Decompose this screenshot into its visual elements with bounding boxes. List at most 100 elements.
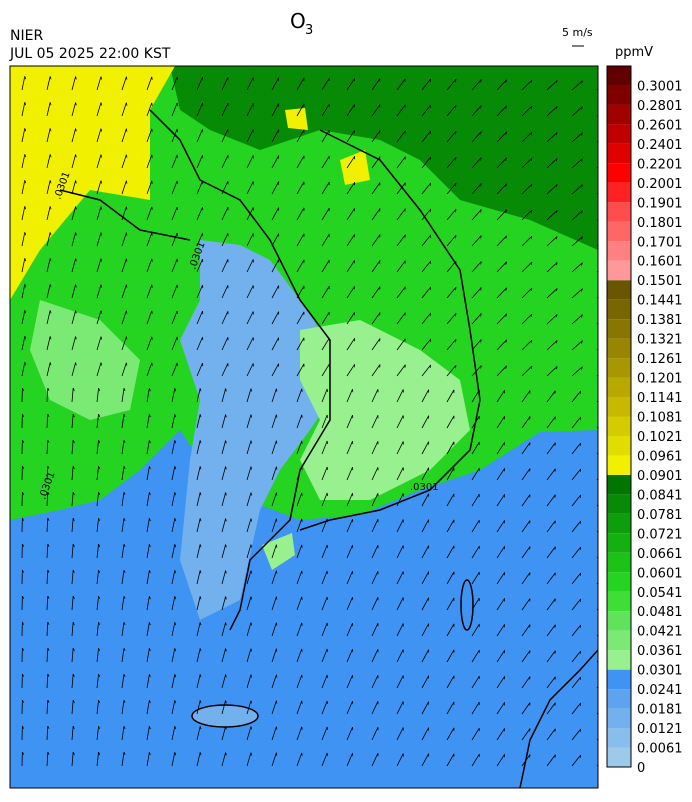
wind-arrow (597, 185, 608, 194)
wind-arrow-head (605, 651, 606, 654)
colorbar-band (607, 475, 631, 494)
wind-arrow-head (580, 755, 581, 758)
colorbar-tick-label: 0.1321 (637, 333, 683, 348)
contour-label: .0301 (410, 482, 439, 493)
colorbar-tick-label: 0.0121 (637, 722, 683, 737)
wind-arrow-head (605, 417, 606, 420)
colorbar-tick-label: 0.1261 (637, 352, 683, 367)
colorbar-band (607, 163, 631, 182)
wind-arrow-head (276, 727, 277, 730)
colorbar-tick-label: 0.1021 (637, 430, 683, 445)
unit-label: ppmV (615, 45, 653, 60)
colorbar-tick-label: 0.0241 (637, 683, 683, 698)
wind-arrow-head (126, 363, 127, 366)
colorbar-band (607, 261, 631, 280)
wind-arrow (597, 367, 608, 376)
wind-arrow-head (126, 103, 127, 106)
wind-arrow-head (580, 417, 581, 420)
wind-arrow-head (580, 729, 581, 732)
colorbar-band (607, 241, 631, 260)
colorbar-tick-label: 0.1801 (637, 216, 683, 231)
title-subscript: 3 (305, 23, 313, 38)
colorbar-tick-label: 0.0421 (637, 625, 683, 640)
colorbar-tick-label: 0.2601 (637, 118, 683, 133)
colorbar-tick-label: 0.0841 (637, 488, 683, 503)
colorbar-tick-label: 0.0361 (637, 644, 683, 659)
colorbar-band (607, 124, 631, 143)
colorbar-band (607, 650, 631, 669)
colorbar-tick-label: 0.0901 (637, 469, 683, 484)
colorbar-tick-label: 0.1501 (637, 274, 683, 289)
wind-arrow-head (126, 77, 127, 80)
wind-arrow (597, 289, 608, 298)
colorbar-band (607, 455, 631, 474)
wind-arrow-head (276, 701, 277, 704)
colorbar-band (607, 66, 631, 85)
wind-arrow-head (126, 207, 127, 210)
colorbar-tick-label: 0.1381 (637, 313, 683, 328)
colorbar-tick-label: 0.0541 (637, 586, 683, 601)
wind-arrow-head (580, 521, 581, 524)
colorbar-tick-label: 0.0661 (637, 547, 683, 562)
colorbar-band (607, 378, 631, 397)
wind-arrow-head (276, 519, 277, 522)
ozone-field-yellow (285, 108, 308, 130)
colorbar-tick-label: 0.0301 (637, 664, 683, 679)
wind-arrow-head (276, 415, 277, 418)
wind-arrow-head (276, 597, 277, 600)
colorbar-band (607, 592, 631, 611)
colorbar-band (607, 748, 631, 767)
wind-arrow (597, 237, 608, 246)
wind-arrow-head (580, 573, 581, 576)
colorbar-band (607, 105, 631, 124)
colorbar-tick-label: 0.1201 (637, 372, 683, 387)
wind-arrow (597, 315, 608, 324)
colorbar-band (607, 339, 631, 358)
wind-arrow-head (605, 729, 606, 732)
wind-arrow-head (276, 649, 277, 652)
wind-arrow-head (580, 443, 581, 446)
datetime: JUL 05 2025 22:00 KST (9, 46, 171, 62)
colorbar-band (607, 572, 631, 591)
wind-scale-label: 5 m/s (562, 26, 593, 39)
colorbar-tick-label: 0.1081 (637, 411, 683, 426)
colorbar-tick-label: 0.1901 (637, 196, 683, 211)
wind-arrow-head (605, 391, 606, 394)
wind-arrow-head (580, 625, 581, 628)
colorbar-tick-label: 0.2001 (637, 177, 683, 192)
wind-arrow (597, 159, 608, 168)
wind-arrow-head (605, 703, 606, 706)
colorbar-band (607, 280, 631, 299)
wind-arrow-head (605, 495, 606, 498)
colorbar-tick-label: 0.1141 (637, 391, 683, 406)
colorbar-band (607, 358, 631, 377)
colorbar-tick-label: 0.2801 (637, 99, 683, 114)
wind-arrow-head (276, 545, 277, 548)
wind-arrow (597, 81, 608, 90)
title: O (290, 9, 306, 33)
agency: NIER (10, 28, 43, 44)
wind-arrow-head (580, 703, 581, 706)
wind-arrow-head (126, 233, 127, 236)
wind-arrow-head (276, 571, 277, 574)
wind-arrow-head (605, 469, 606, 472)
wind-arrow (597, 263, 608, 272)
colorbar-band (607, 397, 631, 416)
wind-arrow-head (580, 651, 581, 654)
wind-arrow-head (605, 443, 606, 446)
wind-arrow-head (580, 495, 581, 498)
wind-arrow-head (605, 677, 606, 680)
colorbar-tick-label: 0.0781 (637, 508, 683, 523)
colorbar-tick-label: 0.3001 (637, 79, 683, 94)
colorbar-band (607, 611, 631, 630)
colorbar-tick-label: 0.0721 (637, 527, 683, 542)
colorbar-band (607, 553, 631, 572)
colorbar-band (607, 222, 631, 241)
wind-arrow-head (126, 259, 127, 262)
wind-arrow-head (276, 389, 277, 392)
colorbar-tick-label: 0 (637, 761, 645, 776)
wind-arrow-head (580, 599, 581, 602)
wind-arrow-head (580, 391, 581, 394)
colorbar-band (607, 300, 631, 319)
wind-arrow-head (276, 441, 277, 444)
